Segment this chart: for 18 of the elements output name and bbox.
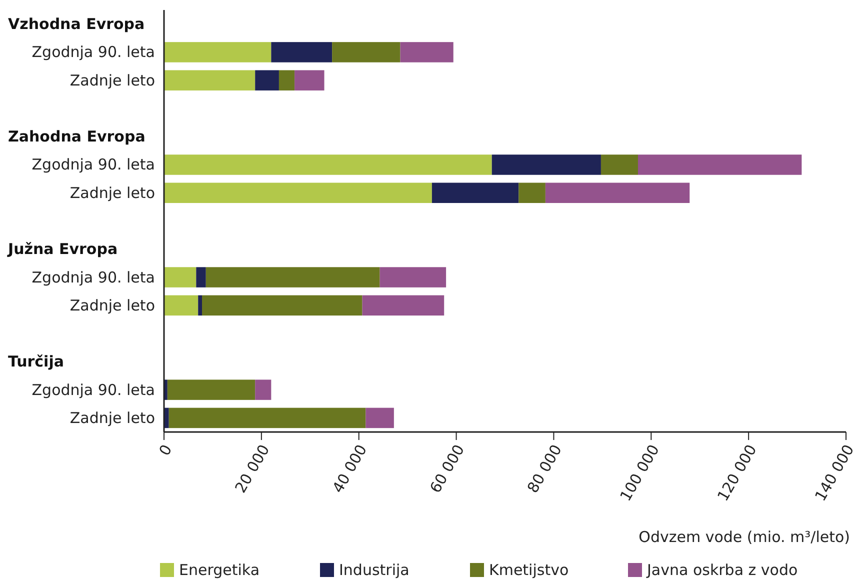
- y-tick-label: Zgodnja 90. leta: [32, 43, 155, 62]
- y-tick-label: Zadnje leto: [70, 71, 155, 90]
- text: Vzhodna Evropa: [8, 15, 145, 34]
- legend-label: Kmetijstvo: [489, 561, 569, 579]
- legend-label: Energetika: [179, 561, 260, 579]
- y-tick-label: Zgodnja 90. leta: [32, 380, 155, 399]
- legend-label: Industrija: [339, 561, 410, 579]
- text: Južna Evropa: [7, 240, 118, 258]
- text: Turčija: [8, 352, 64, 371]
- x-axis-title: Odvzem vode (mio. m³/leto): [638, 528, 850, 546]
- y-tick-label: Zadnje leto: [70, 184, 155, 202]
- x-tick-label: 0: [155, 442, 176, 459]
- legend-label: Javna oskrba z vodo: [646, 561, 798, 579]
- y-tick-label: Zadnje leto: [70, 408, 155, 427]
- y-tick-label: Zgodnja 90. leta: [32, 156, 155, 174]
- y-tick-label: Zadnje leto: [70, 296, 155, 314]
- y-tick-label: Zgodnja 90. leta: [32, 268, 155, 286]
- text: Zahodna Evropa: [8, 128, 146, 146]
